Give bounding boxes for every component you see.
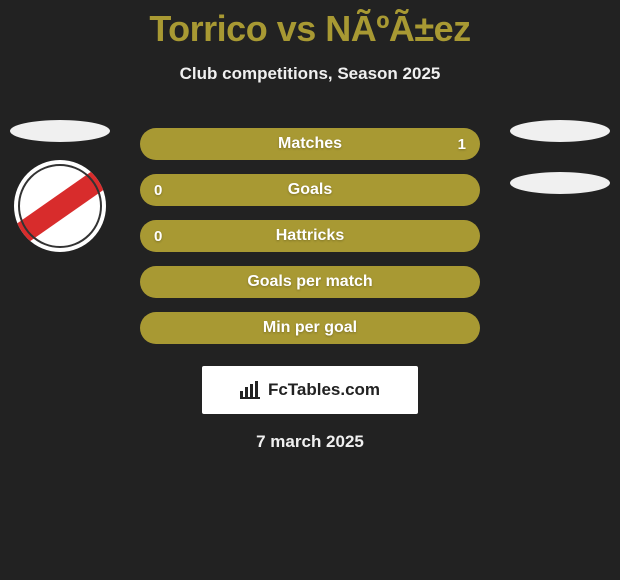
stat-row-matches: Matches 1 [140, 128, 480, 160]
stats-area: Matches 1 0 Goals 0 Hattricks Goals per … [0, 128, 620, 452]
stat-rows: Matches 1 0 Goals 0 Hattricks Goals per … [140, 128, 480, 344]
right-player-column [510, 120, 610, 224]
brand-text: FcTables.com [268, 380, 380, 400]
date-line: 7 march 2025 [0, 432, 620, 452]
stat-left-value: 0 [154, 182, 162, 199]
stat-row-hattricks: 0 Hattricks [140, 220, 480, 252]
stat-label: Min per goal [263, 319, 357, 337]
stat-right-value: 1 [458, 136, 466, 153]
club-badge-placeholder [510, 172, 610, 194]
bar-chart-icon [240, 381, 262, 399]
stat-label: Matches [278, 135, 342, 153]
stat-left-value: 0 [154, 228, 162, 245]
stat-row-min-per-goal: Min per goal [140, 312, 480, 344]
stat-label: Goals [288, 181, 332, 199]
stat-row-goals: 0 Goals [140, 174, 480, 206]
badge-ring [18, 164, 102, 248]
brand-box: FcTables.com [202, 366, 418, 414]
infographic: Torrico vs NÃºÃ±ez Club competitions, Se… [0, 0, 620, 452]
subtitle: Club competitions, Season 2025 [0, 64, 620, 84]
stat-row-goals-per-match: Goals per match [140, 266, 480, 298]
stat-label: Hattricks [276, 227, 344, 245]
club-badge [14, 160, 106, 252]
stat-label: Goals per match [247, 273, 372, 291]
page-title: Torrico vs NÃºÃ±ez [0, 8, 620, 50]
player-avatar-placeholder [10, 120, 110, 142]
player-avatar-placeholder [510, 120, 610, 142]
left-player-column [10, 120, 110, 252]
